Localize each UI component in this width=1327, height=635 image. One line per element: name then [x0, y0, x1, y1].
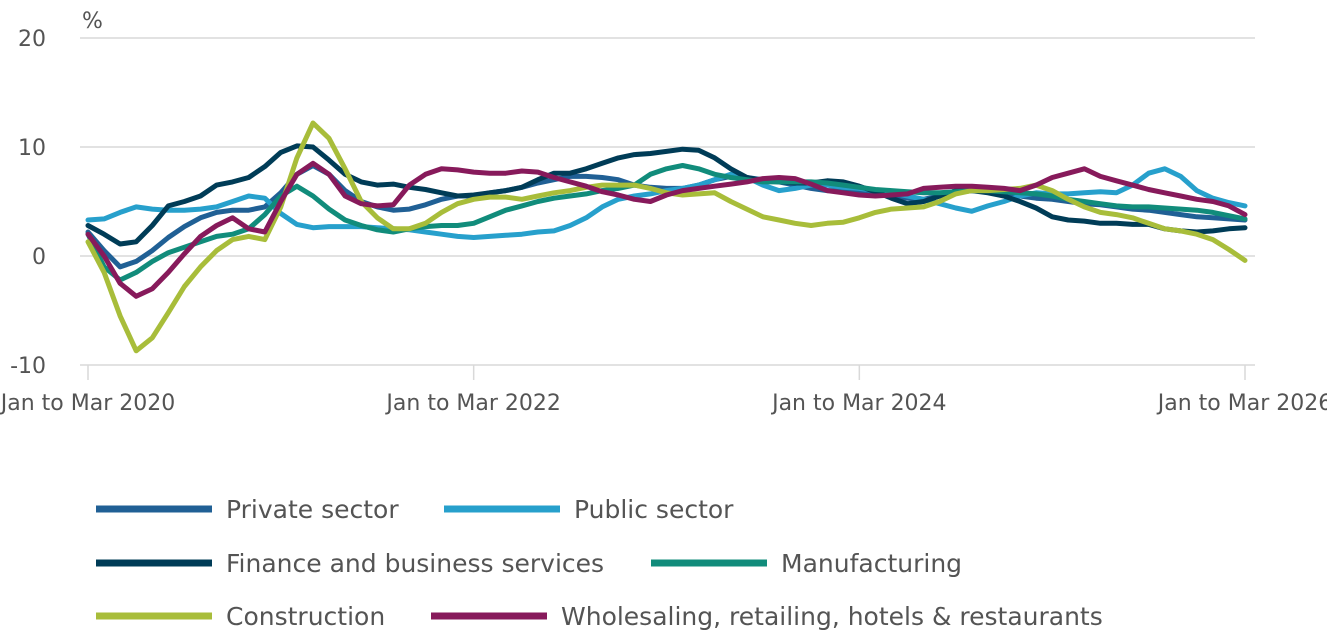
legend-item: Finance and business services [96, 549, 604, 578]
legend-label: Private sector [226, 495, 399, 524]
legend-label: Wholesaling, retailing, hotels & restaur… [561, 602, 1103, 631]
series-line-3 [85, 143, 1248, 247]
legend-label: Public sector [574, 495, 734, 524]
x-tick-label: Jan to Mar 2024 [770, 391, 946, 416]
legend-item: Private sector [96, 495, 399, 524]
legend-item: Wholesaling, retailing, hotels & restaur… [431, 602, 1103, 631]
legend-item: Construction [96, 602, 385, 631]
legend: Private sector Public sector Finance and b… [96, 495, 1103, 631]
legend-item: Manufacturing [651, 549, 962, 578]
legend-label: Finance and business services [226, 549, 604, 578]
y-tick-label: 0 [32, 245, 46, 270]
x-tick-label: Jan to Mar 2026 [1156, 391, 1327, 416]
x-tick-label: Jan to Mar 2020 [0, 391, 175, 416]
x-axis-ticks: Jan to Mar 2020 Jan to Mar 2022 Jan to Mar… [0, 365, 1327, 416]
x-tick-label: Jan to Mar 2022 [384, 391, 560, 416]
legend-item: Public sector [444, 495, 734, 524]
legend-label: Manufacturing [781, 549, 962, 578]
series-line-4 [85, 163, 1248, 283]
y-tick-label: 10 [18, 136, 46, 161]
series-line-6 [85, 160, 1248, 299]
y-axis-tick-labels: 20 10 0 -10 [10, 27, 46, 379]
series-line-5 [85, 120, 1248, 354]
y-tick-label: -10 [10, 354, 46, 379]
gridlines [80, 37, 1255, 366]
y-tick-label: 20 [18, 27, 46, 52]
series-lines [85, 120, 1248, 354]
legend-label: Construction [226, 602, 385, 631]
y-axis-unit-label: % [82, 9, 103, 34]
